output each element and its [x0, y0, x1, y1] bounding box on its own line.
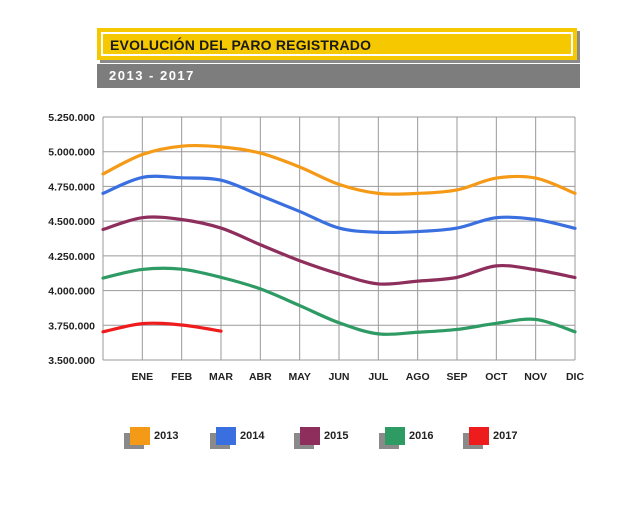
- y-tick-label: 4.750.000: [48, 181, 95, 193]
- y-tick-label: 4.250.000: [48, 251, 95, 263]
- legend-label: 2017: [493, 430, 518, 442]
- series-line-2017: [101, 321, 223, 334]
- legend-swatch: [385, 427, 405, 445]
- x-tick-label: ABR: [249, 371, 272, 383]
- series-line-2014: [101, 174, 577, 235]
- legend-swatch: [300, 427, 320, 445]
- x-tick-label: FEB: [171, 371, 192, 383]
- x-tick-label: DIC: [566, 371, 585, 383]
- chart-grid: [102, 116, 576, 361]
- legend-label: 2015: [324, 430, 349, 442]
- x-tick-label: JUL: [368, 371, 388, 383]
- y-axis-labels: 5.250.000 5.000.000 4.750.000 4.500.000 4.25…: [48, 112, 95, 367]
- y-tick-label: 3.750.000: [48, 320, 95, 332]
- x-tick-label: ENE: [132, 371, 154, 383]
- legend-label: 2013: [154, 430, 179, 442]
- legend-swatch: [130, 427, 150, 445]
- x-tick-label: NOV: [524, 371, 547, 383]
- x-tick-label: AGO: [406, 371, 430, 383]
- x-tick-label: SEP: [446, 371, 467, 383]
- y-tick-label: 4.500.000: [48, 216, 95, 228]
- series-lines: [101, 143, 577, 337]
- x-tick-label: OCT: [485, 371, 508, 383]
- series-line-2015: [101, 215, 577, 286]
- legend-label: 2014: [240, 430, 265, 442]
- legend-label: 2016: [409, 430, 434, 442]
- y-tick-label: 3.500.000: [48, 355, 95, 367]
- y-tick-label: 5.000.000: [48, 147, 95, 159]
- x-tick-label: MAR: [209, 371, 233, 383]
- title-bar: EVOLUCIÓN DEL PARO REGISTRADO: [97, 28, 577, 60]
- x-axis-labels: ENE FEB MAR ABR MAY JUN JUL AGO SEP OCT NOV DIC: [132, 371, 585, 383]
- legend-swatch: [469, 427, 489, 445]
- chart-subtitle: 2013 - 2017: [109, 68, 195, 83]
- legend: 2013 2014 2015 2016 2017: [0, 425, 625, 455]
- x-tick-label: MAY: [288, 371, 310, 383]
- x-tick-label: JUN: [328, 371, 349, 383]
- series-line-2016: [101, 266, 577, 337]
- chart-title: EVOLUCIÓN DEL PARO REGISTRADO: [110, 37, 372, 53]
- y-tick-label: 5.250.000: [48, 112, 95, 124]
- subtitle-bar: 2013 - 2017: [97, 64, 580, 88]
- series-line-2013: [101, 143, 577, 196]
- y-tick-label: 4.000.000: [48, 286, 95, 298]
- legend-swatch: [216, 427, 236, 445]
